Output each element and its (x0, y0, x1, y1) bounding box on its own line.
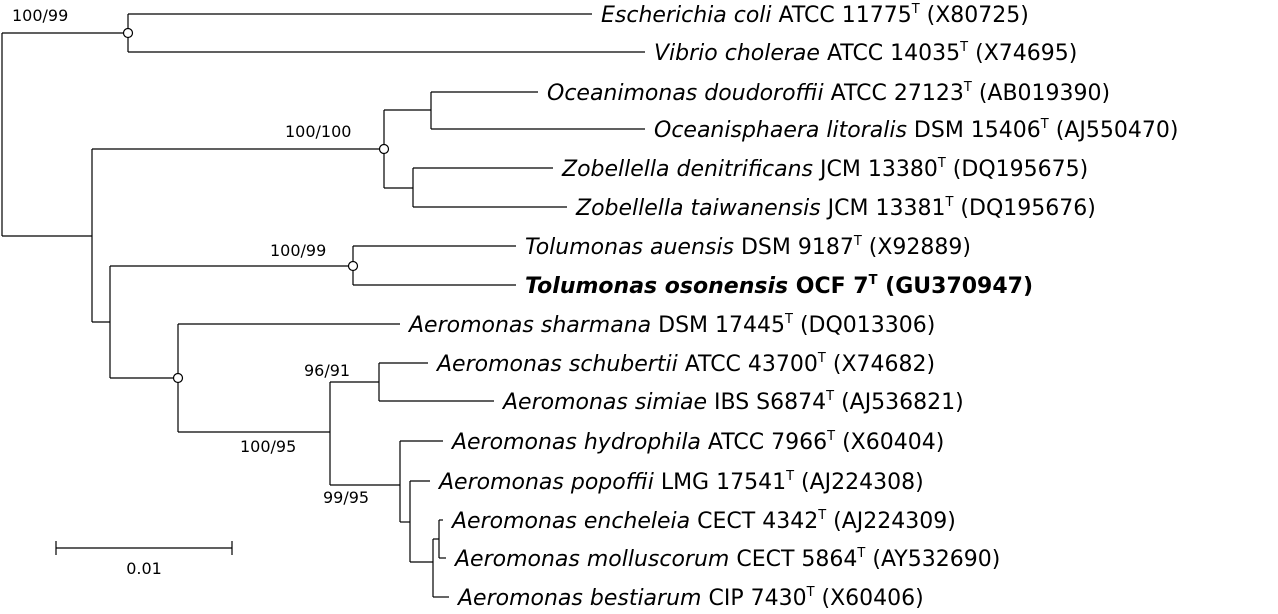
leaf-label: Oceanimonas doudoroffii ATCC 27123T (AB0… (547, 80, 1110, 106)
node-marker-ecoli-vibrio (122, 27, 134, 39)
leaf-label-highlighted: Tolumonas osonensis OCF 7T (GU370947) (525, 273, 1033, 299)
support-ecoli-vibrio: 100/99 (12, 6, 68, 25)
scale-bar-label: 0.01 (126, 559, 162, 578)
node-markers (122, 27, 390, 384)
leaf-label: Aeromonas molluscorum CECT 5864T (AY5326… (453, 546, 1000, 572)
support-oceanimonas-zobellella: 100/100 (285, 122, 351, 141)
support-aeromonas-core: 100/95 (240, 437, 296, 456)
scale-bar: 0.01 (55, 541, 233, 578)
leaf-label: Aeromonas hydrophila ATCC 7966T (X60404) (450, 429, 944, 455)
node-marker-aeromonas (172, 372, 184, 384)
leaf-label: Vibrio cholerae ATCC 14035T (X74695) (654, 40, 1077, 66)
leaf-label: Oceanisphaera litoralis DSM 15406T (AJ55… (654, 117, 1178, 143)
leaf-label: Aeromonas schubertii ATCC 43700T (X74682… (435, 351, 935, 377)
node-marker-oz (378, 143, 390, 155)
leaf-label: Zobellella denitrificans JCM 13380T (DQ1… (561, 156, 1088, 182)
leaf-label: Aeromonas bestiarum CIP 7430T (X60406) (456, 585, 924, 611)
support-tolumonas: 100/99 (270, 241, 326, 260)
leaf-label: Aeromonas sharmana DSM 17445T (DQ013306) (407, 312, 935, 338)
support-schubertii-simiae: 96/91 (304, 361, 350, 380)
node-marker-tolumonas (347, 260, 359, 272)
leaf-label: Aeromonas encheleia CECT 4342T (AJ224309… (450, 508, 956, 534)
leaf-labels: Escherichia coli ATCC 11775T (X80725) Vi… (407, 2, 1178, 611)
support-values: 100/99 100/100 100/99 96/91 100/95 99/95 (12, 6, 369, 507)
leaf-label: Aeromonas simiae IBS S6874T (AJ536821) (501, 389, 964, 415)
leaf-label: Zobellella taiwanensis JCM 13381T (DQ195… (575, 195, 1096, 221)
leaf-label: Escherichia coli ATCC 11775T (X80725) (601, 2, 1029, 28)
support-hydrophila-group: 99/95 (323, 488, 369, 507)
leaf-label: Tolumonas auensis DSM 9187T (X92889) (525, 234, 971, 260)
leaf-label: Aeromonas popoffii LMG 17541T (AJ224308) (437, 469, 924, 495)
